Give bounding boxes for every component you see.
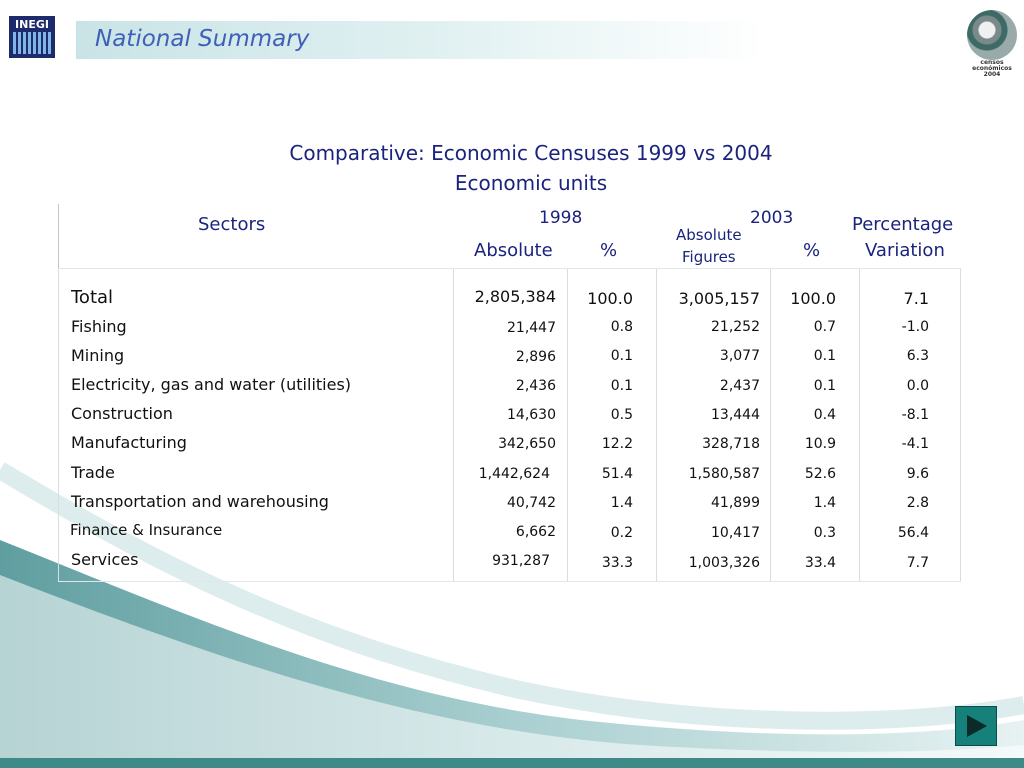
page-title: National Summary [95,26,310,52]
col-divider-5 [859,269,860,581]
header-percent-1998: % [600,240,618,261]
cell-abs2003: 2,437 [719,378,760,394]
sector-label: Total [71,287,114,308]
census-logo: censos económicos 2004 [966,10,1018,82]
cell-abs2003: 328,718 [702,436,760,452]
cell-pct2003: 0.4 [813,407,836,423]
header-left-border [58,204,59,268]
cell-variation: -8.1 [901,407,929,423]
col-divider-2 [567,269,568,581]
cell-pct1998: 51.4 [601,466,633,482]
cell-abs1998: 6,662 [515,524,556,540]
cell-variation: 2.8 [906,495,929,511]
cell-abs1998: 931,287 [492,553,550,569]
table-left-border [58,269,59,581]
cell-pct2003: 0.1 [813,378,836,394]
col-divider-4 [770,269,771,581]
cell-abs2003: 3,077 [719,348,760,364]
cell-abs2003: 41,899 [711,495,760,511]
cell-pct1998: 0.2 [610,525,633,541]
sector-label: Services [71,550,139,569]
cell-pct2003: 1.4 [813,495,836,511]
cell-pct2003: 33.4 [804,555,836,571]
cell-pct2003: 52.6 [804,466,836,482]
cell-pct2003: 100.0 [790,289,836,308]
cell-abs1998: 14,630 [507,407,556,423]
cell-variation: 9.6 [906,466,929,482]
cell-abs1998: 40,742 [507,495,556,511]
next-arrow-icon [967,715,987,737]
cell-abs2003: 10,417 [711,525,760,541]
sector-label: Fishing [71,317,127,336]
cell-pct1998: 1.4 [610,495,633,511]
cell-variation: 0.0 [906,378,929,394]
header-variation-line2: Variation [865,240,945,261]
cell-abs2003: 21,252 [711,319,760,335]
cell-abs2003: 3,005,157 [678,289,760,308]
comparison-heading: Comparative: Economic Censuses 1999 vs 2… [289,141,773,165]
cell-variation: 7.1 [903,289,929,308]
cell-pct1998: 0.1 [610,348,633,364]
header-percentage-line1: Percentage [852,214,954,235]
cell-pct1998: 100.0 [587,289,633,308]
header-year-2003: 2003 [750,208,794,228]
cell-variation: -4.1 [901,436,929,452]
census-logo-line-1: censos [980,59,1004,66]
col-divider-3 [656,269,657,581]
cell-abs2003: 1,003,326 [688,555,760,571]
table-bottom-border [58,581,961,582]
header-absolute-figures-line1: Absolute [676,226,742,244]
sector-label: Finance & Insurance [70,521,223,539]
sector-label: Trade [71,463,115,482]
header-percent-2003: % [803,240,821,261]
col-divider-1 [453,269,454,581]
sector-label: Manufacturing [71,433,187,452]
cell-abs1998: 21,447 [507,320,556,336]
units-heading: Economic units [454,171,608,195]
cell-pct1998: 0.8 [610,319,633,335]
cell-abs2003: 1,580,587 [688,466,760,482]
cell-abs1998: 2,436 [515,378,556,394]
cell-pct2003: 10.9 [804,436,836,452]
cell-variation: -1.0 [901,319,929,335]
cell-pct1998: 0.5 [610,407,633,423]
header-absolute-figures-line2: Figures [682,248,736,266]
sector-label: Construction [71,404,173,423]
sector-label: Electricity, gas and water (utilities) [71,375,352,394]
table-right-border [960,269,961,581]
sector-label: Transportation and warehousing [71,492,329,511]
inegi-logo-text: INEGI [15,18,49,31]
title-bar [76,21,766,59]
cell-pct1998: 0.1 [610,378,633,394]
header-sectors: Sectors [198,214,266,235]
inegi-logo: INEGI [9,16,55,58]
cell-abs1998: 1,442,624 [478,466,550,482]
header-year-1998: 1998 [539,208,583,228]
table-top-border [58,268,961,269]
census-logo-line-3: 2004 [983,71,1001,78]
cell-pct2003: 0.3 [813,525,836,541]
cell-pct2003: 0.1 [813,348,836,364]
census-logo-line-2: económicos [972,65,1012,72]
cell-variation: 56.4 [897,525,929,541]
next-slide-button[interactable] [955,706,997,746]
cell-pct1998: 12.2 [601,436,633,452]
cell-variation: 6.3 [906,348,929,364]
cell-abs1998: 2,805,384 [474,287,556,306]
cell-abs1998: 342,650 [498,436,556,452]
cell-pct1998: 33.3 [601,555,633,571]
cell-variation: 7.7 [906,555,929,571]
cell-pct2003: 0.7 [813,319,836,335]
cell-abs1998: 2,896 [515,349,556,365]
header-absolute-1998: Absolute [474,240,553,261]
cell-abs2003: 13,444 [711,407,760,423]
sector-label: Mining [71,346,125,365]
